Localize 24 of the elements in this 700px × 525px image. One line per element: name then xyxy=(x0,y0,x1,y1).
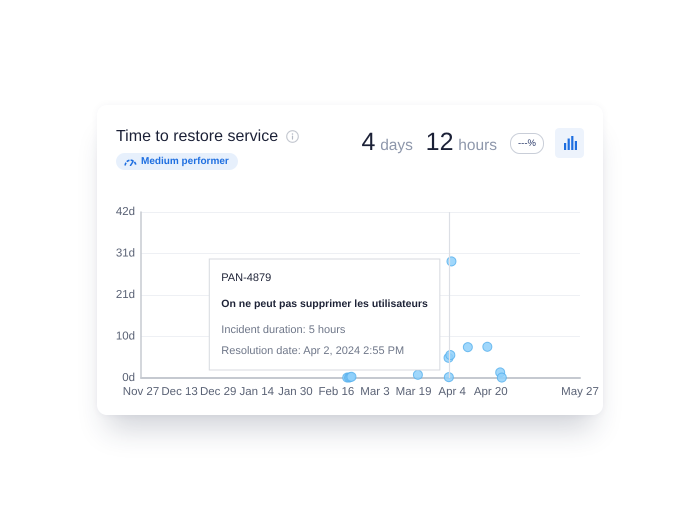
text: 4 days 12 hours xyxy=(362,128,497,156)
chart-subtitle: Medium performer xyxy=(141,156,229,168)
x-tick-label: Dec 13 xyxy=(161,386,198,398)
x-tick-label: Jan 30 xyxy=(278,386,313,398)
annotation: Incident duration: 5 hours xyxy=(221,324,346,336)
y-tick-label: 42d xyxy=(116,206,135,218)
x-tick-label: Nov 27 xyxy=(122,386,160,398)
x-tick-label: Mar 19 xyxy=(396,386,432,398)
annotation: Resolution date: Apr 2, 2024 2:55 PM xyxy=(221,345,404,357)
y-tick-label: 10d xyxy=(116,330,135,342)
x-tick-label: Feb 16 xyxy=(318,386,354,398)
y-tick-label: 21d xyxy=(116,289,135,301)
x-tick-label: Mar 3 xyxy=(360,386,390,398)
annotation: PAN-4879 xyxy=(221,272,272,284)
y-tick-label: 31d xyxy=(116,248,135,260)
x-tick-label: Dec 29 xyxy=(200,386,236,398)
x-tick-label: Apr 20 xyxy=(474,386,508,398)
x-tick-label: Apr 4 xyxy=(438,386,466,398)
annotation: On ne peut pas supprimer les utilisateurs xyxy=(221,298,428,310)
chart-title: Time to restore service xyxy=(116,127,278,146)
x-tick-label: May 27 xyxy=(561,386,599,398)
y-tick-label: 0d xyxy=(122,372,135,384)
change-pill: ---% xyxy=(510,133,544,154)
x-tick-label: Jan 14 xyxy=(240,386,275,398)
